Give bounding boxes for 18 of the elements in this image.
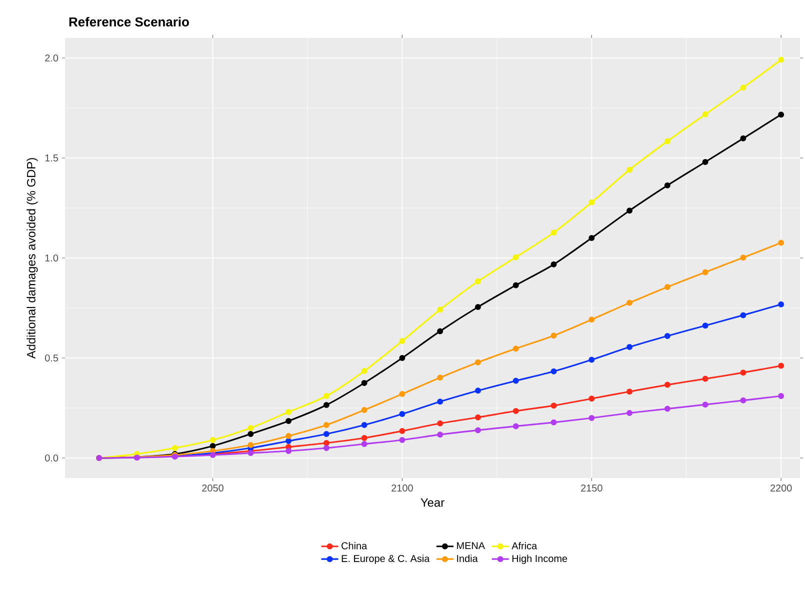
y-axis-title: Additional damages avoided (% GDP) (26, 158, 38, 359)
legend-label: MENA (457, 542, 486, 550)
chart-title: Reference Scenario (69, 16, 189, 26)
y-tick-label: 1.0 (45, 254, 58, 262)
y-tick-label: 2.0 (45, 54, 58, 62)
legend-label: China (342, 542, 368, 550)
legend-label: E. Europe & C. Asia (342, 554, 430, 564)
x-tick-label: 2200 (770, 484, 792, 492)
x-axis-title: Year (420, 498, 444, 507)
x-tick-label: 2150 (581, 484, 602, 492)
y-tick-label: 0.0 (45, 454, 58, 462)
x-tick-label: 2050 (202, 484, 224, 492)
legend-label: High Income (512, 554, 568, 564)
legend-label: Africa (512, 542, 538, 550)
y-tick-label: 0.5 (45, 354, 58, 362)
y-tick-label: 1.5 (45, 154, 58, 162)
x-tick-label: 2100 (392, 484, 413, 492)
legend-label: India (457, 554, 478, 562)
